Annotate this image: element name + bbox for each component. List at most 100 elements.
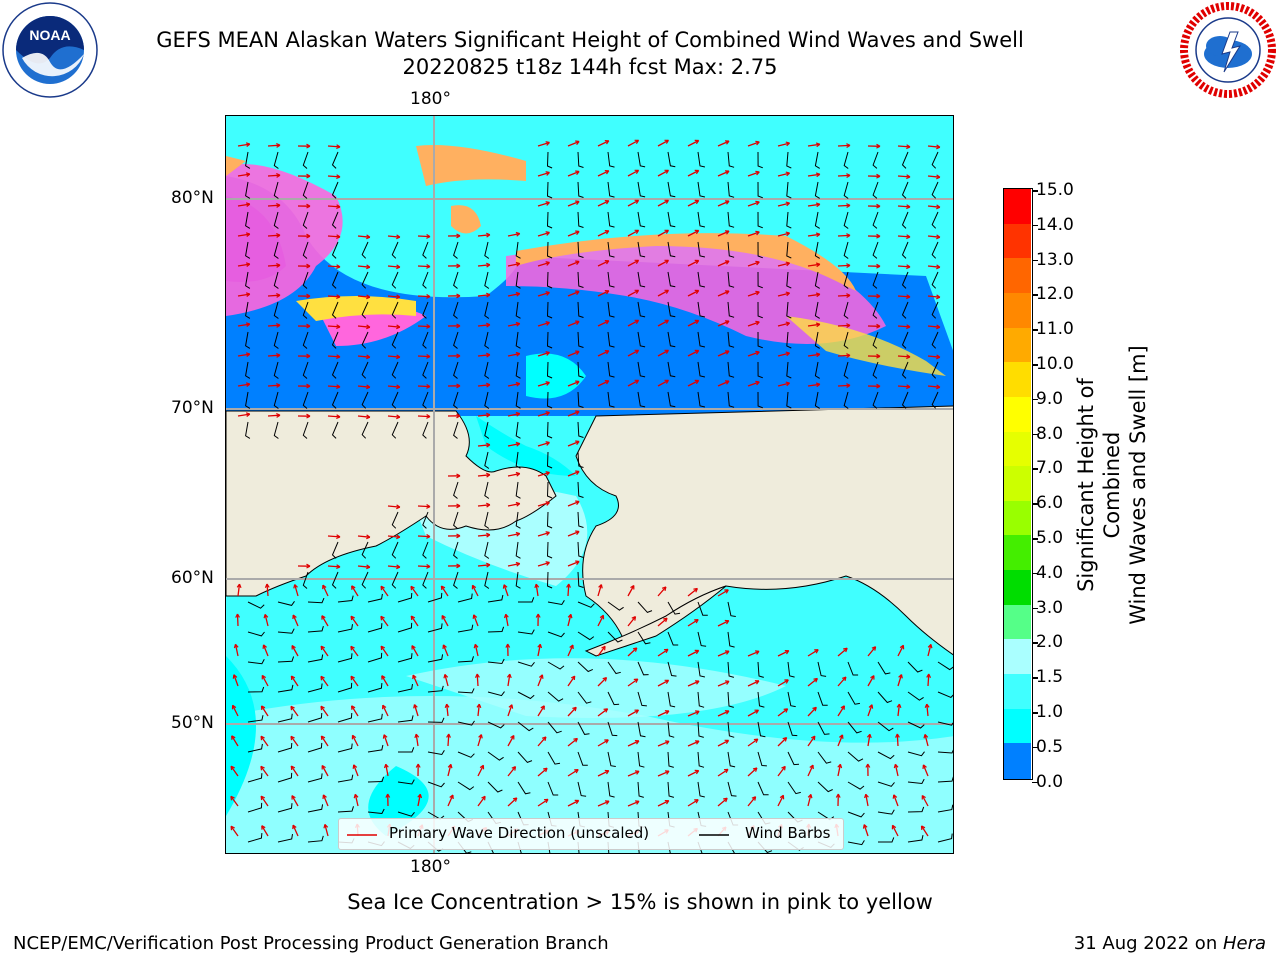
wind-barb <box>302 361 309 379</box>
wind-barb <box>814 211 820 229</box>
wind-barb <box>427 623 443 633</box>
wind-barb <box>273 181 279 199</box>
wave-arrow-head <box>567 613 573 619</box>
wave-direction-arrow <box>380 615 389 627</box>
colorbar-segment <box>1004 431 1031 467</box>
wave-direction-arrow <box>447 794 454 807</box>
wave-direction-arrow <box>717 589 729 597</box>
wave-arrow-head <box>840 705 845 710</box>
wind-barb <box>397 684 413 693</box>
wind-barb <box>367 713 383 723</box>
wave-direction-arrow <box>537 381 550 387</box>
wave-arrow-head <box>261 674 267 680</box>
wind-barb <box>607 631 623 643</box>
wave-direction-arrow <box>476 673 479 687</box>
wave-direction-arrow <box>597 140 610 147</box>
wave-arrow-head <box>245 232 251 237</box>
wind-barb <box>577 241 584 258</box>
wind-barb <box>398 747 415 753</box>
wave-arrow-head <box>415 763 421 768</box>
wave-direction-arrow <box>447 733 450 747</box>
wave-direction-arrow <box>237 293 250 297</box>
wave-arrow-head <box>545 291 550 296</box>
colorbar-segment <box>1004 570 1031 606</box>
wind-barb <box>786 211 792 229</box>
wave-direction-arrow <box>717 710 730 717</box>
wave-arrow-head <box>486 262 491 268</box>
wave-arrow-head <box>604 320 610 325</box>
wind-barb <box>931 361 939 379</box>
wind-barb <box>787 781 801 795</box>
wind-barb <box>843 271 849 289</box>
wave-arrow-head <box>575 140 580 145</box>
wind-barb <box>337 774 354 783</box>
wave-direction-arrow <box>627 770 640 777</box>
wind-barb <box>577 661 594 673</box>
wave-arrow-head <box>755 200 760 206</box>
wind-barb <box>361 331 369 349</box>
wave-arrow-head <box>510 734 515 740</box>
wind-barb <box>487 721 505 729</box>
wave-direction-arrow <box>417 325 431 328</box>
wind-barb <box>757 661 764 678</box>
wind-barb <box>546 391 553 409</box>
wind-barb <box>727 781 737 797</box>
wind-barb <box>307 773 323 783</box>
wind-barb <box>817 751 832 764</box>
wind-barb <box>484 331 490 349</box>
wave-direction-arrow <box>327 535 341 538</box>
wave-direction-arrow <box>922 764 929 777</box>
wind-barb <box>931 241 939 259</box>
wind-barb <box>245 241 251 259</box>
wave-arrow-head <box>604 739 609 744</box>
wave-arrow-head <box>396 414 401 420</box>
wave-direction-arrow <box>537 674 544 687</box>
wave-direction-arrow <box>747 351 760 357</box>
wave-arrow-head <box>486 292 491 298</box>
wind-barb <box>245 301 251 319</box>
wind-barb <box>245 421 251 439</box>
wave-direction-arrow <box>535 584 539 597</box>
wave-direction-arrow <box>687 770 699 777</box>
wave-direction-arrow <box>477 444 490 447</box>
wave-arrow-head <box>785 171 791 177</box>
wave-direction-arrow <box>687 710 700 717</box>
wind-barb <box>361 571 369 589</box>
wind-barb <box>937 749 953 754</box>
wave-arrow-head <box>380 615 385 621</box>
wave-arrow-head <box>290 675 296 681</box>
wave-arrow-head <box>693 587 698 593</box>
wave-direction-arrow <box>807 323 820 327</box>
wind-barb <box>515 241 521 259</box>
wave-direction-arrow <box>777 382 790 387</box>
wave-arrow-head <box>336 564 341 570</box>
wave-arrow-head <box>260 735 265 741</box>
wave-direction-arrow <box>777 737 788 747</box>
wave-direction-arrow <box>537 171 550 177</box>
wind-barb <box>814 181 820 199</box>
wave-arrow-head <box>350 675 355 681</box>
wave-arrow-head <box>892 794 898 799</box>
wave-arrow-head <box>694 139 700 145</box>
wave-arrow-head <box>724 200 730 205</box>
wind-barb <box>277 713 293 723</box>
wind-barb <box>637 601 653 613</box>
wave-direction-arrow <box>897 235 911 238</box>
wind-barb <box>391 511 399 529</box>
wave-direction-arrow <box>477 704 480 717</box>
wave-direction-arrow <box>507 232 520 237</box>
wave-arrow-head <box>575 560 580 565</box>
wave-direction-arrow <box>417 535 431 538</box>
colorbar-segment <box>1004 189 1031 225</box>
wave-arrow-head <box>694 799 699 804</box>
wind-barb <box>277 684 294 693</box>
wind-barb <box>515 301 521 319</box>
wave-direction-arrow <box>627 259 639 267</box>
wave-direction-arrow <box>837 676 847 687</box>
wave-arrow-head <box>486 442 491 448</box>
wave-arrow-head <box>724 320 730 325</box>
wind-barb <box>397 779 415 785</box>
wave-direction-arrow <box>567 583 570 597</box>
wave-direction-arrow <box>717 380 730 387</box>
wind-barb <box>397 622 413 633</box>
